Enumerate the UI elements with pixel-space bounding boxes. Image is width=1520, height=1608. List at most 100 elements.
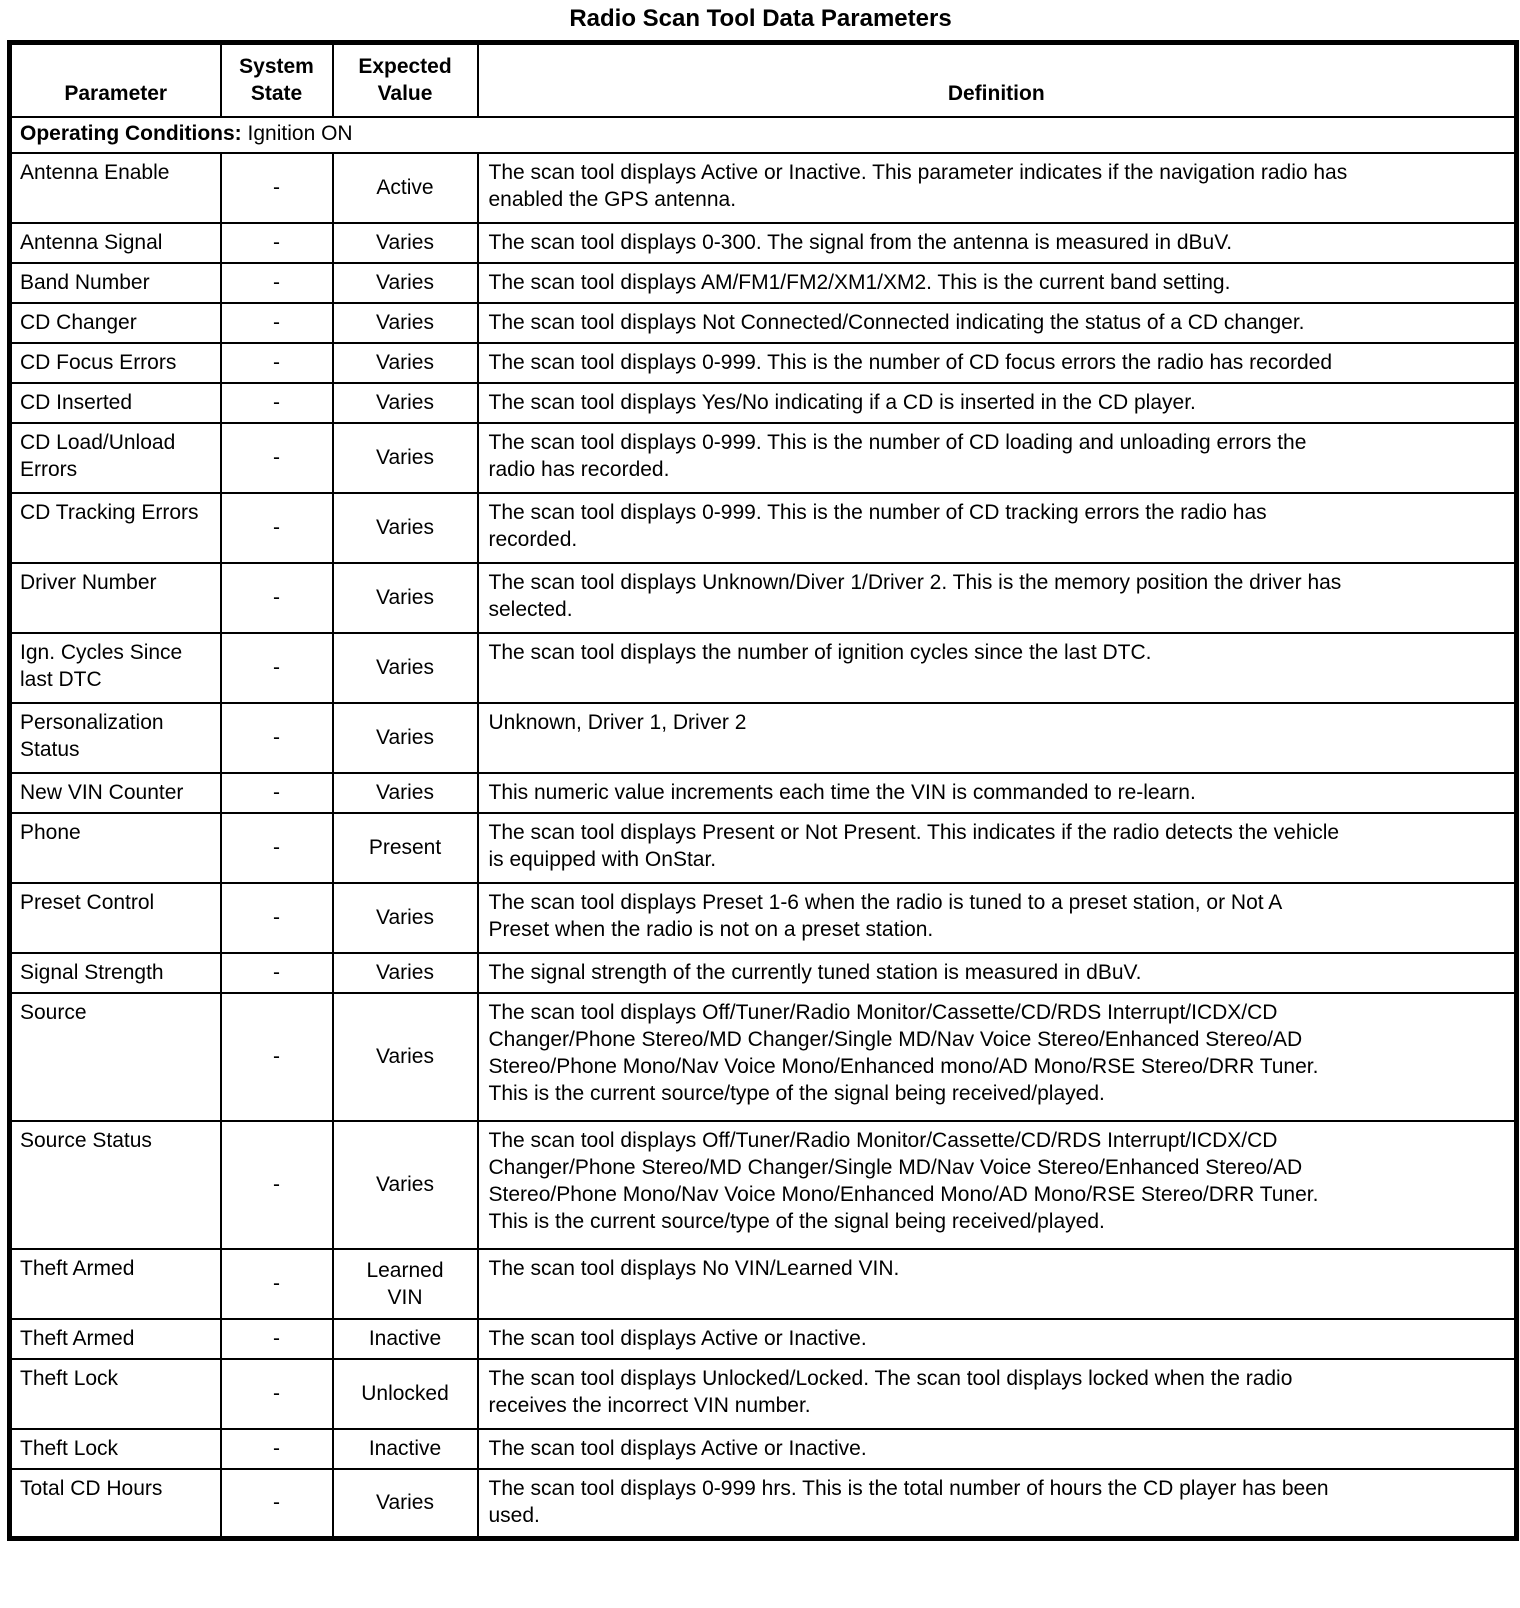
table-row: Antenna Enable - Active The scan tool di… xyxy=(8,151,1518,224)
expected-value-cell: Active xyxy=(331,151,479,224)
system-state-cell: - xyxy=(219,561,334,634)
expected-value-cell: Varies xyxy=(331,881,479,954)
table-row: CD Focus Errors - Varies The scan tool d… xyxy=(8,341,1518,384)
parameter-cell: Source xyxy=(8,991,222,1122)
definition-cell: The scan tool displays Unknown/Diver 1/D… xyxy=(476,561,1518,634)
definition-cell: The scan tool displays 0-999. This is th… xyxy=(476,341,1518,384)
system-state-cell: - xyxy=(219,881,334,954)
parameter-cell: Theft Armed xyxy=(8,1317,222,1360)
table-row: Ign. Cycles Since last DTC - Varies The … xyxy=(8,631,1518,704)
table-row: CD Tracking Errors - Varies The scan too… xyxy=(8,491,1518,564)
expected-value-cell: Varies xyxy=(331,1119,479,1250)
expected-value-cell: Inactive xyxy=(331,1317,479,1360)
system-state-cell: - xyxy=(219,1119,334,1250)
table-row: Theft Lock - Unlocked The scan tool disp… xyxy=(8,1357,1518,1430)
definition-cell: The scan tool displays Preset 1-6 when t… xyxy=(476,881,1518,954)
system-state-cell: - xyxy=(219,771,334,814)
parameter-cell: CD Tracking Errors xyxy=(8,491,222,564)
expected-value-cell: Learned VIN xyxy=(331,1247,479,1320)
parameter-cell: Driver Number xyxy=(8,561,222,634)
operating-conditions-row: Operating Conditions: Ignition ON xyxy=(8,115,1518,154)
operating-conditions-value: Ignition ON xyxy=(247,122,353,145)
parameter-cell: CD Focus Errors xyxy=(8,341,222,384)
system-state-cell: - xyxy=(219,381,334,424)
parameter-cell: Band Number xyxy=(8,261,222,304)
page-title: Radio Scan Tool Data Parameters xyxy=(569,5,952,32)
expected-value-cell: Varies xyxy=(331,561,479,634)
expected-value-cell: Varies xyxy=(331,631,479,704)
table-row: Theft Armed - Inactive The scan tool dis… xyxy=(8,1317,1518,1360)
definition-cell: The scan tool displays the number of ign… xyxy=(476,631,1518,704)
expected-value-cell: Inactive xyxy=(331,1427,479,1470)
table-header-row: Parameter System State Expected Value De… xyxy=(8,41,1518,118)
table-row: Total CD Hours - Varies The scan tool di… xyxy=(8,1467,1518,1540)
definition-cell: The scan tool displays Yes/No indicating… xyxy=(476,381,1518,424)
parameter-cell: Phone xyxy=(8,811,222,884)
header-system-state: System State xyxy=(219,41,334,118)
header-expected-value: Expected Value xyxy=(331,41,479,118)
table-row: Source - Varies The scan tool displays O… xyxy=(8,991,1518,1122)
definition-cell: The signal strength of the currently tun… xyxy=(476,951,1518,994)
system-state-cell: - xyxy=(219,341,334,384)
system-state-cell: - xyxy=(219,261,334,304)
system-state-cell: - xyxy=(219,1247,334,1320)
expected-value-cell: Varies xyxy=(331,381,479,424)
parameter-cell: Signal Strength xyxy=(8,951,222,994)
system-state-cell: - xyxy=(219,301,334,344)
system-state-cell: - xyxy=(219,631,334,704)
expected-value-cell: Varies xyxy=(331,421,479,494)
expected-value-cell: Varies xyxy=(331,261,479,304)
system-state-cell: - xyxy=(219,221,334,264)
parameter-cell: Ign. Cycles Since last DTC xyxy=(8,631,222,704)
table-row: Theft Lock - Inactive The scan tool disp… xyxy=(8,1427,1518,1470)
parameter-cell: CD Load/Unload Errors xyxy=(8,421,222,494)
table-row: Theft Armed - Learned VIN The scan tool … xyxy=(8,1247,1518,1320)
system-state-cell: - xyxy=(219,701,334,774)
table-row: Personalization Status - Varies Unknown,… xyxy=(8,701,1518,774)
definition-cell: The scan tool displays Not Connected/Con… xyxy=(476,301,1518,344)
system-state-cell: - xyxy=(219,1317,334,1360)
definition-cell: The scan tool displays Off/Tuner/Radio M… xyxy=(476,1119,1518,1250)
system-state-cell: - xyxy=(219,811,334,884)
parameter-cell: New VIN Counter xyxy=(8,771,222,814)
table-row: CD Load/Unload Errors - Varies The scan … xyxy=(8,421,1518,494)
table-row: CD Inserted - Varies The scan tool displ… xyxy=(8,381,1518,424)
definition-cell: Unknown, Driver 1, Driver 2 xyxy=(476,701,1518,774)
definition-cell: The scan tool displays Present or Not Pr… xyxy=(476,811,1518,884)
parameter-cell: Source Status xyxy=(8,1119,222,1250)
header-definition: Definition xyxy=(476,41,1518,118)
expected-value-cell: Varies xyxy=(331,771,479,814)
definition-cell: The scan tool displays No VIN/Learned VI… xyxy=(476,1247,1518,1320)
definition-cell: The scan tool displays Active or Inactiv… xyxy=(476,1427,1518,1470)
scan-tool-data-table: Parameter System State Expected Value De… xyxy=(7,40,1519,1541)
definition-cell: The scan tool displays AM/FM1/FM2/XM1/XM… xyxy=(476,261,1518,304)
system-state-cell: - xyxy=(219,1427,334,1470)
operating-conditions-cell: Operating Conditions: Ignition ON xyxy=(8,115,1518,154)
definition-cell: The scan tool displays 0-300. The signal… xyxy=(476,221,1518,264)
table-row: CD Changer - Varies The scan tool displa… xyxy=(8,301,1518,344)
system-state-cell: - xyxy=(219,491,334,564)
expected-value-cell: Varies xyxy=(331,341,479,384)
parameter-cell: CD Inserted xyxy=(8,381,222,424)
table-row: Driver Number - Varies The scan tool dis… xyxy=(8,561,1518,634)
parameter-cell: Theft Armed xyxy=(8,1247,222,1320)
definition-cell: The scan tool displays Off/Tuner/Radio M… xyxy=(476,991,1518,1122)
expected-value-cell: Unlocked xyxy=(331,1357,479,1430)
table-row: Antenna Signal - Varies The scan tool di… xyxy=(8,221,1518,264)
operating-conditions-label: Operating Conditions: xyxy=(20,122,242,145)
parameter-cell: Theft Lock xyxy=(8,1427,222,1470)
table-row: Phone - Present The scan tool displays P… xyxy=(8,811,1518,884)
definition-cell: The scan tool displays Active or Inactiv… xyxy=(476,151,1518,224)
table-row: Source Status - Varies The scan tool dis… xyxy=(8,1119,1518,1250)
definition-cell: The scan tool displays Unlocked/Locked. … xyxy=(476,1357,1518,1430)
table-row: New VIN Counter - Varies This numeric va… xyxy=(8,771,1518,814)
parameter-cell: Preset Control xyxy=(8,881,222,954)
definition-cell: The scan tool displays 0-999. This is th… xyxy=(476,491,1518,564)
system-state-cell: - xyxy=(219,1467,334,1540)
definition-cell: The scan tool displays 0-999 hrs. This i… xyxy=(476,1467,1518,1540)
system-state-cell: - xyxy=(219,1357,334,1430)
expected-value-cell: Varies xyxy=(331,221,479,264)
table-row: Preset Control - Varies The scan tool di… xyxy=(8,881,1518,954)
system-state-cell: - xyxy=(219,991,334,1122)
